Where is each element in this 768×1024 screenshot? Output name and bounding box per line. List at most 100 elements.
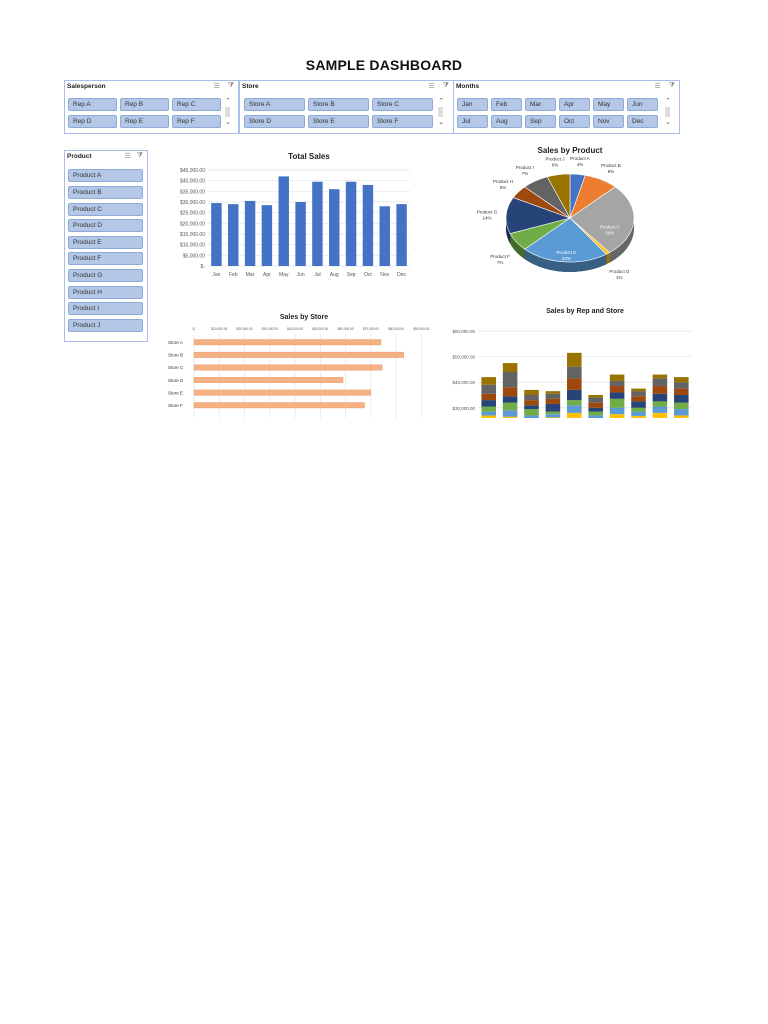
slicer-item-rep-f[interactable]: Rep F [172,115,221,128]
data-label-product-d: Product D [609,269,630,274]
multi-select-icon[interactable]: ☰ [654,83,661,90]
slicer-item-product-f[interactable]: Product F [68,252,143,265]
slicer-item-product-c[interactable]: Product C [68,203,143,216]
y-tick-label: $45,000.00 [180,168,205,174]
clear-filter-icon[interactable]: ⧩ [442,82,449,89]
slicer-item-oct[interactable]: Oct [559,115,590,128]
bar-store-d [193,377,344,384]
stack-segment-9-3 [674,395,689,403]
slicer-item-may[interactable]: May [593,98,624,111]
stack-segment-4-6 [567,352,582,367]
stack-segment-3-2 [545,411,561,415]
stack-segment-9-6 [674,377,689,383]
stack-segment-6-3 [609,392,625,399]
slicer-scrollbar[interactable] [225,107,230,117]
stack-segment-9-0 [674,415,689,418]
slicer-item-aug[interactable]: Aug [491,115,522,128]
stack-segment-7-2 [631,407,646,412]
slicer-item-jun[interactable]: Jun [627,98,658,111]
slicer-item-rep-c[interactable]: Rep C [172,98,221,111]
y-tick-label: Store F [168,403,183,408]
slicer-item-rep-a[interactable]: Rep A [68,98,117,111]
bar-aug [329,189,340,266]
scroll-up-icon[interactable]: ⌃ [438,98,444,105]
slicer-item-rep-e[interactable]: Rep E [120,115,169,128]
slicer-item-feb[interactable]: Feb [491,98,522,111]
multi-select-icon[interactable]: ☰ [124,153,131,160]
stack-segment-7-6 [631,388,646,392]
stack-segment-0-6 [481,377,496,385]
stack-segment-1-5 [502,372,518,388]
sales-by-rep-and-store-chart: Sales by Rep and Store $30,000.00 $40,000.… [452,308,692,418]
stack-segment-8-0 [652,412,668,418]
x-tick-label: Jul [314,272,320,278]
bar-oct [362,184,374,266]
bar-dec [396,204,407,266]
slicer-item-store-a[interactable]: Store A [244,98,305,111]
stack-segment-9-4 [674,388,689,395]
x-tick-label: $80,000.00 [388,327,404,331]
slicer-item-sep[interactable]: Sep [525,115,556,128]
stack-segment-3-5 [545,393,561,399]
slicer-item-store-f[interactable]: Store F [372,115,433,128]
stack-segment-0-3 [481,400,496,407]
chart-title: Sales by Product [538,146,603,155]
data-label-pct-product-i: 7% [522,171,529,176]
slicer-item-product-j[interactable]: Product J [68,319,143,332]
stack-segment-6-1 [609,407,625,415]
slicer-item-nov[interactable]: Nov [593,115,624,128]
chart-title: Total Sales [288,152,330,161]
store-slicer: Store ☰ ⧩ Store A Store B Store C Store D… [239,80,454,134]
slicer-item-jul[interactable]: Jul [457,115,488,128]
data-label-product-e: Product E [557,250,577,255]
y-tick-label: Store B [168,353,183,358]
slicer-item-rep-b[interactable]: Rep B [120,98,169,111]
stack-segment-1-4 [502,387,518,397]
slicer-item-product-i[interactable]: Product I [68,302,143,315]
bar-store-c [193,364,383,371]
slicer-item-product-e[interactable]: Product E [68,236,143,249]
slicer-item-store-d[interactable]: Store D [244,115,305,128]
slicer-item-product-d[interactable]: Product D [68,219,143,232]
slicer-item-dec[interactable]: Dec [627,115,658,128]
slicer-item-store-c[interactable]: Store C [372,98,433,111]
slicer-item-store-e[interactable]: Store E [308,115,369,128]
multi-select-icon[interactable]: ☰ [428,83,435,90]
clear-filter-icon[interactable]: ⧩ [668,82,675,89]
bar-store-a [193,339,382,346]
stack-segment-4-5 [567,366,582,379]
scroll-up-icon[interactable]: ⌃ [665,98,671,105]
clear-filter-icon[interactable]: ⧩ [136,152,143,159]
slicer-item-rep-d[interactable]: Rep D [68,115,117,128]
stack-segment-5-3 [588,407,603,412]
salesperson-slicer: Salesperson ☰ ⧩ Rep A Rep B Rep C Rep D R… [64,80,239,134]
slicer-scrollbar[interactable] [665,107,670,117]
data-label-pct-product-e: 23% [562,256,571,261]
page-title: SAMPLE DASHBOARD [305,57,463,73]
stack-segment-6-0 [609,414,625,418]
slicer-item-product-g[interactable]: Product G [68,269,143,282]
slicer-item-mar[interactable]: Mar [525,98,556,111]
scroll-down-icon[interactable]: ⌄ [438,119,444,126]
slicer-item-product-h[interactable]: Product H [68,286,143,299]
stack-segment-8-5 [652,378,668,387]
scroll-down-icon[interactable]: ⌄ [665,119,671,126]
slicer-item-apr[interactable]: Apr [559,98,590,111]
stack-segment-3-3 [545,403,561,412]
stack-segment-4-4 [567,378,582,390]
y-tick-label: Store E [168,390,183,395]
multi-select-icon[interactable]: ☰ [213,83,220,90]
x-tick-label: Jan [212,272,220,278]
scroll-down-icon[interactable]: ⌄ [225,119,231,126]
slicer-item-product-a[interactable]: Product A [68,169,143,182]
clear-filter-icon[interactable]: ⧩ [227,82,234,89]
bar-mar [244,200,256,266]
x-tick-label: $40,000.00 [287,327,303,331]
slicer-item-jan[interactable]: Jan [457,98,488,111]
slicer-scrollbar[interactable] [438,107,443,117]
scroll-up-icon[interactable]: ⌃ [225,98,231,105]
slicer-item-product-b[interactable]: Product B [68,186,143,199]
slicer-item-store-b[interactable]: Store B [308,98,369,111]
y-tick-label: $50,000.00 [452,355,475,360]
